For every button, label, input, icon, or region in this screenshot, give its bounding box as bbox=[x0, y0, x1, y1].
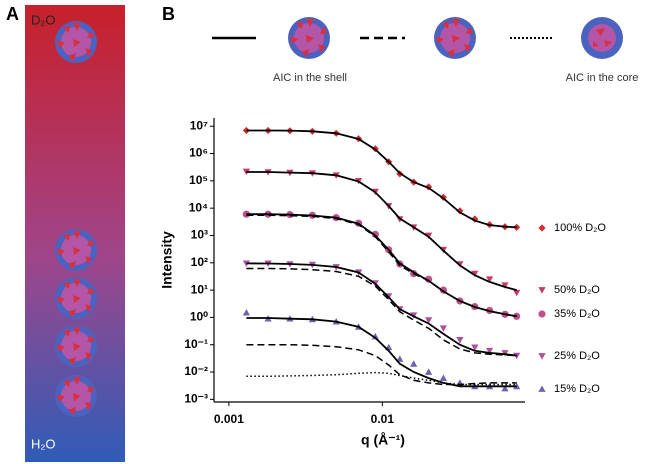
y-tick-label: 10⁻³ bbox=[184, 392, 208, 406]
data-point bbox=[439, 374, 447, 381]
fit-line bbox=[246, 343, 517, 386]
y-tick-label: 10⁻¹ bbox=[184, 337, 208, 351]
particle bbox=[581, 17, 623, 59]
fit-line bbox=[246, 267, 517, 357]
data-point bbox=[513, 352, 521, 360]
x-axis-label: q (Å⁻¹) bbox=[361, 432, 405, 448]
x-tick-label: 0.01 bbox=[371, 412, 395, 426]
fit-line bbox=[246, 171, 517, 291]
fit-legend-label: AIC in the core bbox=[566, 72, 639, 84]
data-point bbox=[501, 384, 509, 392]
y-axis-label: Intensity bbox=[159, 231, 175, 289]
y-tick-label: 10⁰ bbox=[190, 310, 208, 324]
data-point bbox=[410, 360, 418, 367]
y-tick-label: 10² bbox=[191, 255, 208, 269]
y-tick-label: 10⁴ bbox=[189, 200, 208, 214]
data-point bbox=[425, 368, 433, 375]
data-point bbox=[425, 183, 433, 191]
legend-marker bbox=[538, 287, 546, 294]
data-point bbox=[471, 270, 479, 278]
y-tick-label: 10³ bbox=[191, 228, 208, 242]
y-tick-label: 10⁷ bbox=[190, 118, 208, 132]
particle bbox=[55, 325, 97, 367]
x-tick-label: 0.001 bbox=[214, 412, 244, 426]
particle bbox=[55, 21, 97, 63]
legend-marker bbox=[538, 353, 546, 360]
data-point bbox=[501, 282, 509, 289]
fit-line bbox=[246, 371, 517, 386]
panel-label: B bbox=[162, 4, 175, 24]
data-point bbox=[456, 207, 464, 215]
data-point bbox=[396, 355, 404, 362]
particle bbox=[434, 17, 476, 59]
fit-line bbox=[246, 214, 517, 318]
y-tick-label: 10⁵ bbox=[189, 173, 208, 187]
gradient-top-label: D₂O bbox=[31, 12, 56, 27]
legend-marker bbox=[538, 224, 546, 232]
data-point bbox=[486, 276, 494, 283]
panel-label: A bbox=[6, 4, 19, 24]
y-tick-label: 10¹ bbox=[191, 282, 208, 296]
legend-label: 15% D₂O bbox=[554, 383, 600, 395]
y-tick-label: 10⁻² bbox=[184, 364, 208, 378]
fit-legend-label: AIC in the shell bbox=[273, 72, 347, 84]
fit-line bbox=[246, 213, 517, 318]
legend-label: 100% D₂O bbox=[554, 222, 606, 234]
data-point bbox=[439, 325, 447, 332]
data-point bbox=[371, 332, 379, 340]
legend-marker bbox=[538, 385, 546, 392]
y-tick-label: 10⁶ bbox=[189, 146, 208, 160]
data-point bbox=[242, 309, 250, 316]
fit-line bbox=[246, 317, 517, 388]
particle bbox=[55, 277, 97, 319]
data-point bbox=[425, 317, 433, 324]
legend-label: 25% D₂O bbox=[554, 350, 600, 362]
data-point bbox=[486, 347, 494, 355]
gradient-bottom-label: H₂O bbox=[31, 436, 56, 451]
particle bbox=[55, 375, 97, 417]
data-point bbox=[471, 344, 479, 351]
particle bbox=[288, 17, 330, 59]
legend-label: 35% D₂O bbox=[554, 308, 600, 320]
legend-label: 50% D₂O bbox=[554, 284, 600, 296]
legend-marker bbox=[538, 310, 546, 318]
data-point bbox=[456, 337, 464, 344]
data-point bbox=[513, 289, 521, 297]
data-point bbox=[471, 215, 479, 223]
fit-line bbox=[246, 262, 517, 357]
fit-line bbox=[246, 129, 517, 229]
particle bbox=[55, 229, 97, 271]
